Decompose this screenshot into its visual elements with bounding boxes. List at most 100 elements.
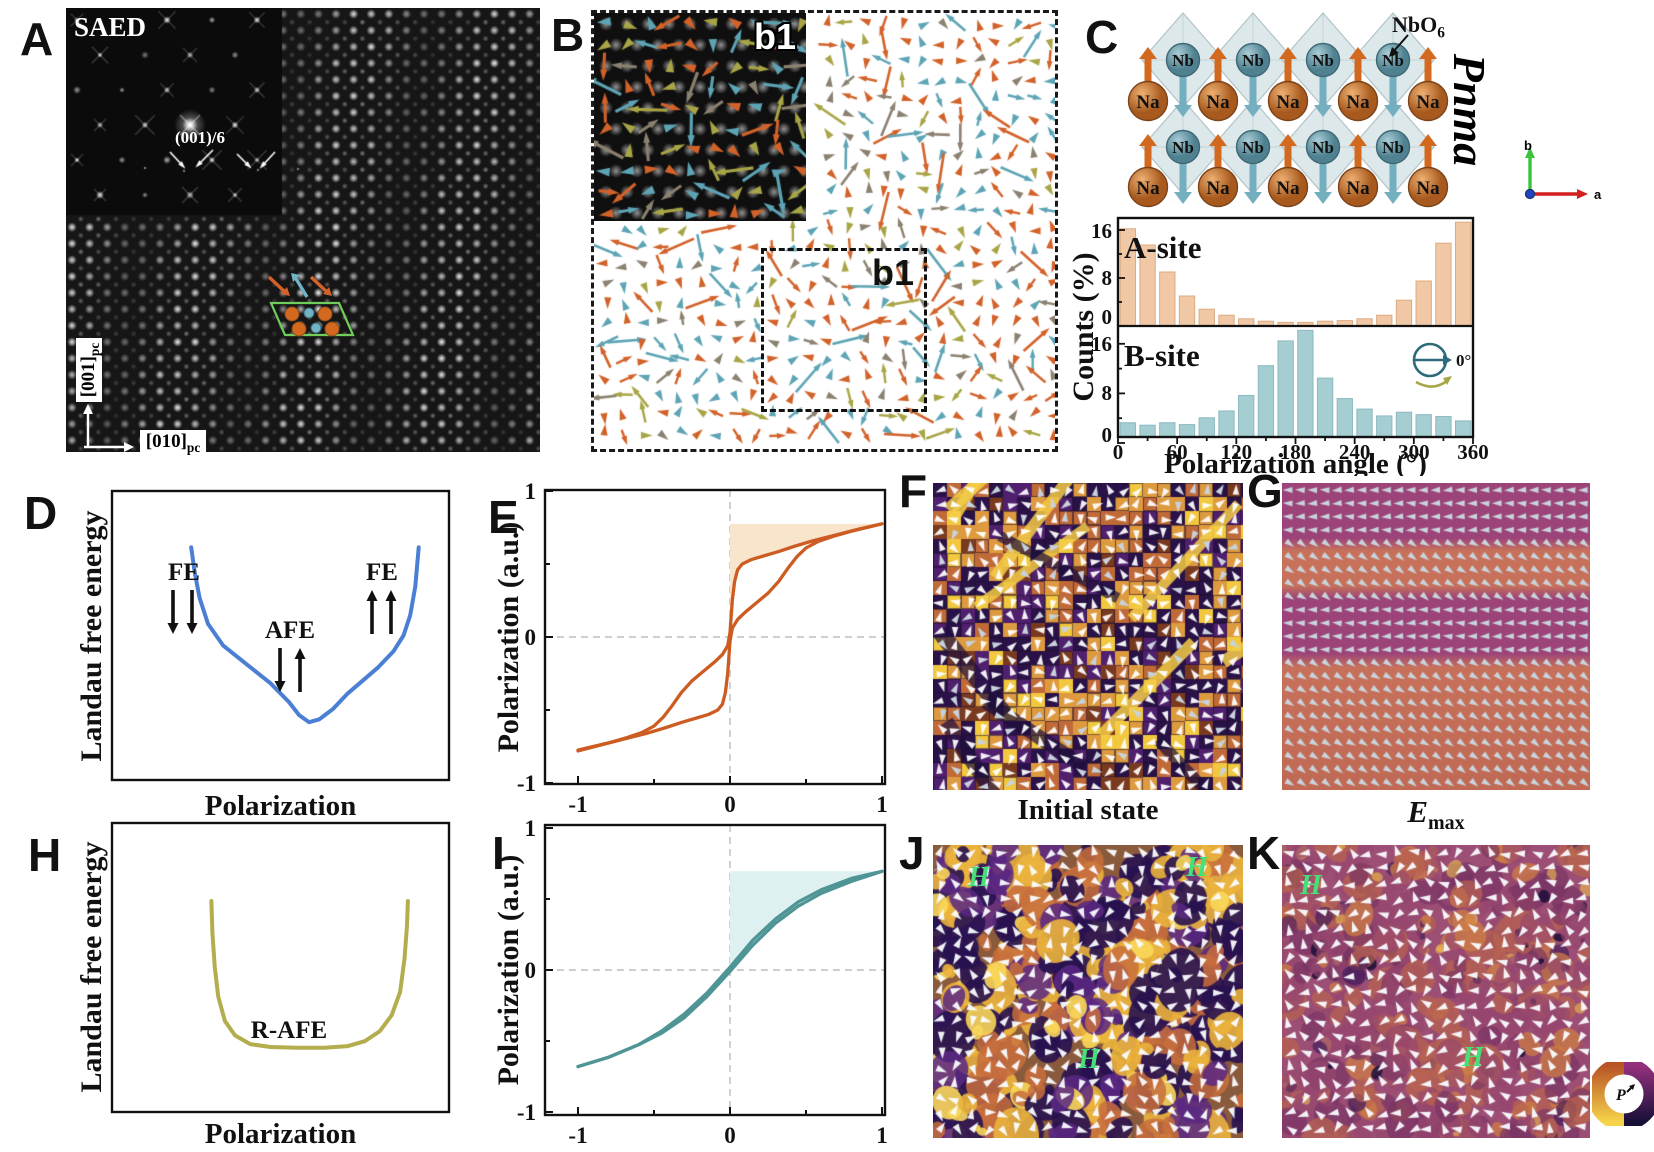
vector-inset-canvas: [594, 13, 806, 221]
svg-text:Nb: Nb: [1312, 51, 1334, 70]
phase-field-initial-state: [933, 483, 1243, 790]
emax-caption: Emax: [1407, 794, 1465, 834]
svg-text:FE: FE: [366, 559, 398, 586]
panel-letter-g: G: [1247, 465, 1283, 517]
svg-text:Polarization angle (°): Polarization angle (°): [1164, 448, 1427, 476]
phase-field-k: [1282, 845, 1590, 1138]
axis-b-label: b: [1524, 138, 1532, 153]
panel-letter-a: A: [20, 13, 54, 65]
svg-text:0: 0: [1102, 305, 1113, 329]
svg-text:0: 0: [1113, 440, 1124, 464]
svg-text:Na: Na: [1136, 178, 1160, 199]
vector-map-inset: b1: [594, 13, 806, 221]
svg-text:B-site: B-site: [1124, 338, 1200, 373]
panel-letter-f: F: [899, 465, 928, 517]
svg-text:1: 1: [876, 792, 888, 815]
stem-image: SAED (001)/6 [001]pc [010]pc: [66, 8, 540, 455]
svg-text:8: 8: [1102, 381, 1113, 405]
landau-d-xlabel: Polarization: [204, 790, 357, 822]
panel-letter-d: D: [24, 487, 58, 539]
svg-text:180: 180: [1280, 440, 1312, 464]
svg-text:16: 16: [1091, 332, 1112, 356]
h-marker: H: [1186, 852, 1208, 883]
b1-region-box: b1: [761, 248, 927, 412]
panel-letter-h: H: [28, 829, 62, 881]
axis-arrows: [83, 404, 134, 452]
b1-region-label: b1: [871, 252, 914, 293]
rafe-hysteresis-plot: 1 0 -1 -1 0 1: [517, 816, 888, 1148]
nbo6-pointer-arrow: [1389, 34, 1409, 57]
svg-text:Nb: Nb: [1312, 138, 1334, 157]
svg-text:Nb: Nb: [1172, 138, 1194, 157]
svg-text:0: 0: [724, 792, 736, 815]
panel-letter-c: C: [1085, 11, 1119, 63]
svg-text:-1: -1: [568, 792, 587, 815]
svg-text:0°: 0°: [1456, 351, 1471, 370]
svg-text:Na: Na: [1276, 178, 1300, 199]
svg-text:0: 0: [525, 625, 537, 650]
panel-letter-j: J: [899, 827, 925, 879]
svg-text:A-site: A-site: [1124, 230, 1201, 265]
svg-text:0: 0: [525, 958, 537, 983]
svg-text:1: 1: [525, 816, 537, 841]
svg-text:Nb: Nb: [1242, 138, 1264, 157]
svg-text:Nb: Nb: [1382, 51, 1404, 70]
svg-text:Na: Na: [1136, 92, 1160, 113]
polarization-color-wheel: P: [1592, 1062, 1654, 1126]
axis-010pc-label: [010]pc: [140, 430, 206, 455]
svg-text:-1: -1: [517, 771, 536, 796]
svg-text:AFE: AFE: [265, 617, 315, 644]
svg-text:0: 0: [724, 1123, 736, 1148]
svg-text:R-AFE: R-AFE: [251, 1017, 327, 1044]
reflection-label: (001)/6: [174, 128, 226, 147]
svg-text:-1: -1: [568, 1123, 587, 1148]
afe-hysteresis-plot: 1 0 -1 -1 0 1: [517, 479, 888, 815]
polarization-vector-map: b1 b1: [591, 10, 1058, 452]
panel-letter-b: B: [551, 9, 585, 61]
panel-letter-e: E: [488, 491, 519, 543]
crystal-axes: b a: [1524, 138, 1602, 202]
svg-text:Na: Na: [1206, 178, 1230, 199]
svg-text:Na: Na: [1206, 92, 1230, 113]
saed-label: SAED: [74, 12, 147, 42]
panel-letter-i: I: [492, 827, 505, 879]
crystal-structure: Na Na Na Na Na Na Na Na Na Na Nb Nb Nb Nb Nb Nb Nb Nb: [1127, 12, 1449, 208]
stem-lattice-canvas: [66, 8, 540, 452]
wheel-p-label: P: [1615, 1087, 1626, 1104]
svg-text:240: 240: [1339, 440, 1371, 464]
landau-fe-afe-plot: FE AFE FE: [110, 489, 451, 782]
svg-text:360: 360: [1457, 440, 1489, 464]
svg-text:-1: -1: [517, 1100, 536, 1125]
svg-text:Na: Na: [1346, 92, 1370, 113]
svg-text:1: 1: [525, 479, 537, 504]
axis-a-label: a: [1594, 187, 1602, 202]
svg-text:8: 8: [1102, 266, 1113, 290]
h-marker: H: [1462, 1042, 1484, 1073]
h-marker: H: [968, 862, 990, 893]
h-marker: H: [1300, 870, 1322, 901]
svg-text:16: 16: [1091, 219, 1112, 243]
h-marker: H: [1078, 1044, 1100, 1075]
svg-text:120: 120: [1221, 440, 1253, 464]
initial-state-caption: Initial state: [1017, 794, 1159, 826]
panel-letter-k: K: [1247, 827, 1281, 879]
svg-text:FE: FE: [168, 559, 200, 586]
phase-field-j: [933, 845, 1243, 1138]
unit-cell-overlay: [267, 273, 355, 337]
svg-text:1: 1: [876, 1123, 888, 1148]
svg-text:Nb: Nb: [1242, 51, 1264, 70]
inset-b1-label: b1: [753, 16, 796, 57]
svg-text:Na: Na: [1276, 92, 1300, 113]
svg-text:0: 0: [1102, 423, 1113, 447]
svg-text:300: 300: [1398, 440, 1430, 464]
svg-text:Nb: Nb: [1382, 138, 1404, 157]
nbo6-label: NbO6: [1392, 12, 1445, 42]
landau-h-xlabel: Polarization: [204, 1118, 357, 1150]
svg-text:60: 60: [1167, 440, 1188, 464]
svg-text:Na: Na: [1416, 178, 1440, 199]
axis-001pc-label: [001]pc: [76, 338, 102, 402]
svg-text:Na: Na: [1346, 178, 1370, 199]
svg-text:Nb: Nb: [1172, 51, 1194, 70]
